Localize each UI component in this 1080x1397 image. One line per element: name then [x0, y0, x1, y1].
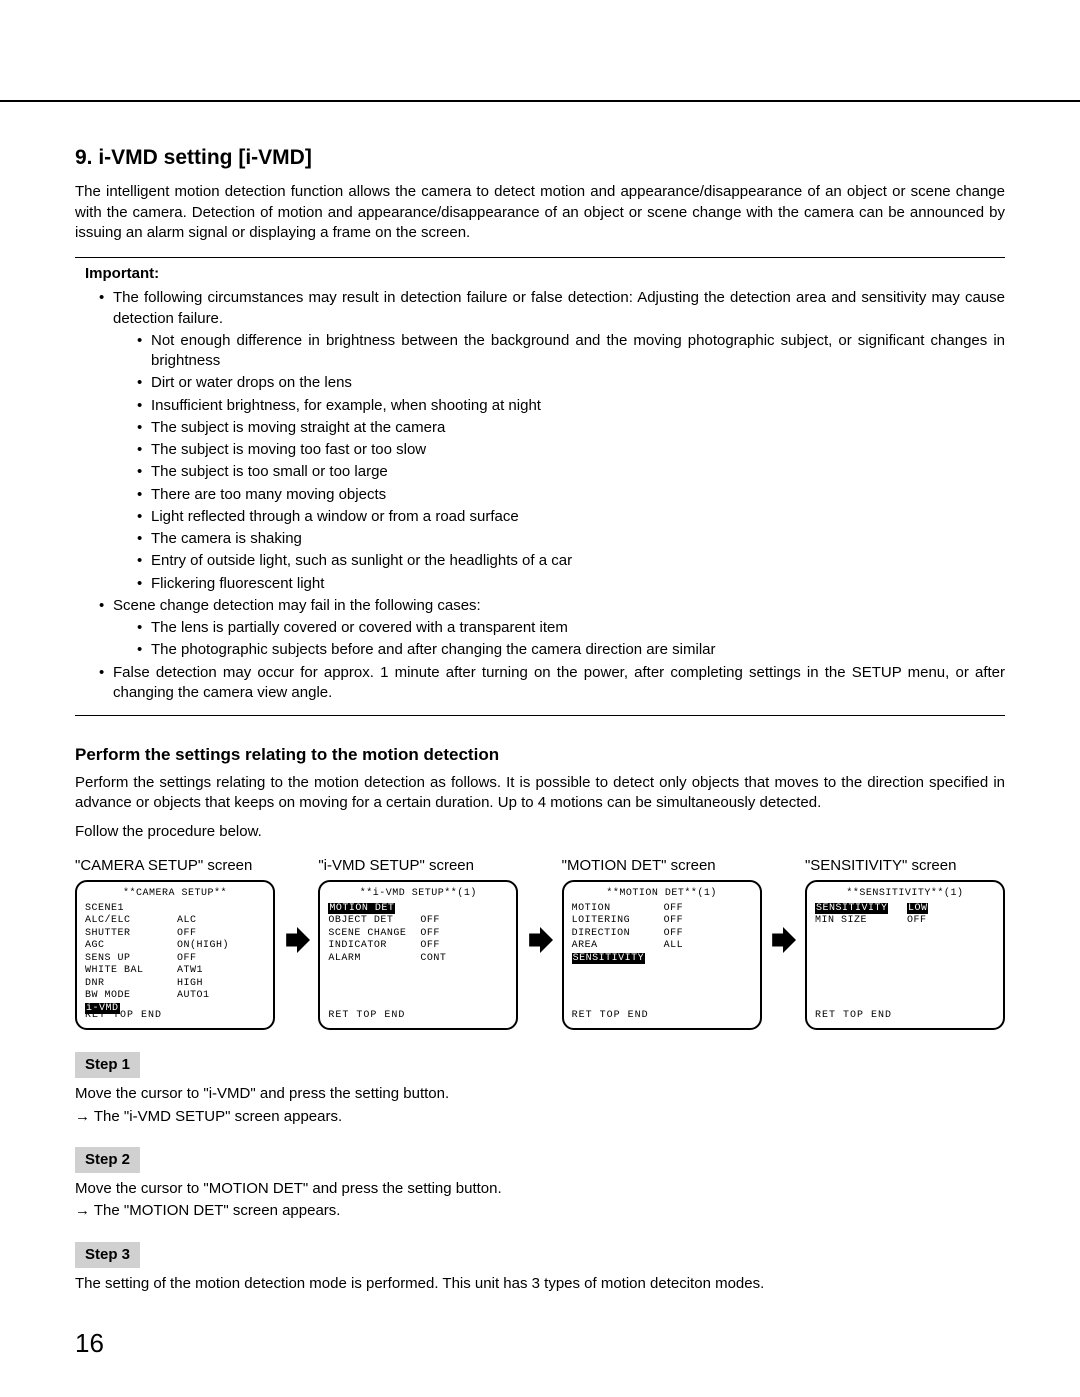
screens-row: "CAMERA SETUP" screen **CAMERA SETUP**SC…: [75, 856, 1005, 1030]
screen-sensitivity: "SENSITIVITY" screen **SENSITIVITY**(1)S…: [805, 856, 1005, 1030]
screen-box: **SENSITIVITY**(1)SENSITIVITYLOWMIN SIZE…: [805, 880, 1005, 1030]
step-text: The setting of the motion detection mode…: [75, 1274, 1005, 1294]
screen-title: "i-VMD SETUP" screen: [318, 856, 518, 876]
section-heading: 9. i-VMD setting [i-VMD]: [75, 144, 1005, 172]
list-text: The following circumstances may result i…: [113, 289, 1005, 326]
page-number: 16: [75, 1326, 104, 1361]
screen-title: "SENSITIVITY" screen: [805, 856, 1005, 876]
list-item: The photographic subjects before and aft…: [137, 640, 1005, 660]
screen-title: "CAMERA SETUP" screen: [75, 856, 275, 876]
step-text: Move the cursor to "i-VMD" and press the…: [75, 1084, 1005, 1104]
screen-box: **CAMERA SETUP**SCENE1ALC/ELCALCSHUTTERO…: [75, 880, 275, 1030]
top-rule: [0, 100, 1080, 102]
list-item: Light reflected through a window or from…: [137, 507, 1005, 527]
sublist: The lens is partially covered or covered…: [113, 618, 1005, 661]
step-result: → The "i-VMD SETUP" screen appears.: [75, 1107, 1005, 1127]
sublist: Not enough difference in brightness betw…: [113, 331, 1005, 594]
step-label: Step 1: [75, 1052, 140, 1078]
list-item: The camera is shaking: [137, 529, 1005, 549]
screen-box: **i-VMD SETUP**(1)MOTION DETOBJECT DETOF…: [318, 880, 518, 1030]
arrow-icon: [768, 856, 798, 954]
page-content: 9. i-VMD setting [i-VMD] The intelligent…: [75, 144, 1005, 1294]
screen-ivmd-setup: "i-VMD SETUP" screen **i-VMD SETUP**(1)M…: [318, 856, 518, 1030]
list-item: The subject is too small or too large: [137, 462, 1005, 482]
step-label: Step 3: [75, 1242, 140, 1268]
screen-box: **MOTION DET**(1)MOTIONOFFLOITERINGOFFDI…: [562, 880, 762, 1030]
step-2: Step 2 Move the cursor to "MOTION DET" a…: [75, 1147, 1005, 1222]
list-item: The lens is partially covered or covered…: [137, 618, 1005, 638]
list-item: Insufficient brightness, for example, wh…: [137, 396, 1005, 416]
list-item: The subject is moving too fast or too sl…: [137, 440, 1005, 460]
subintro-paragraph: Perform the settings relating to the mot…: [75, 773, 1005, 814]
list-item: The subject is moving straight at the ca…: [137, 418, 1005, 438]
list-item: Dirt or water drops on the lens: [137, 373, 1005, 393]
list-text: Scene change detection may fail in the f…: [113, 597, 481, 614]
important-box: Important: The following circumstances m…: [75, 257, 1005, 716]
important-label: Important:: [75, 264, 1005, 284]
list-item: Flickering fluorescent light: [137, 574, 1005, 594]
list-item: The following circumstances may result i…: [99, 288, 1005, 594]
screen-motion-det: "MOTION DET" screen **MOTION DET**(1)MOT…: [562, 856, 762, 1030]
intro-paragraph: The intelligent motion detection functio…: [75, 182, 1005, 243]
follow-text: Follow the procedure below.: [75, 822, 1005, 842]
list-item: There are too many moving objects: [137, 485, 1005, 505]
step-result: → The "MOTION DET" screen appears.: [75, 1201, 1005, 1221]
arrow-icon: [525, 856, 555, 954]
subsection-heading: Perform the settings relating to the mot…: [75, 744, 1005, 767]
step-1: Step 1 Move the cursor to "i-VMD" and pr…: [75, 1052, 1005, 1127]
list-item: False detection may occur for approx. 1 …: [99, 663, 1005, 704]
important-list: The following circumstances may result i…: [75, 288, 1005, 703]
arrow-icon: [282, 856, 312, 954]
screen-camera-setup: "CAMERA SETUP" screen **CAMERA SETUP**SC…: [75, 856, 275, 1030]
step-3: Step 3 The setting of the motion detecti…: [75, 1242, 1005, 1295]
list-item: Not enough difference in brightness betw…: [137, 331, 1005, 372]
screen-title: "MOTION DET" screen: [562, 856, 762, 876]
list-item: Entry of outside light, such as sunlight…: [137, 551, 1005, 571]
step-text: Move the cursor to "MOTION DET" and pres…: [75, 1179, 1005, 1199]
list-item: Scene change detection may fail in the f…: [99, 596, 1005, 661]
step-label: Step 2: [75, 1147, 140, 1173]
